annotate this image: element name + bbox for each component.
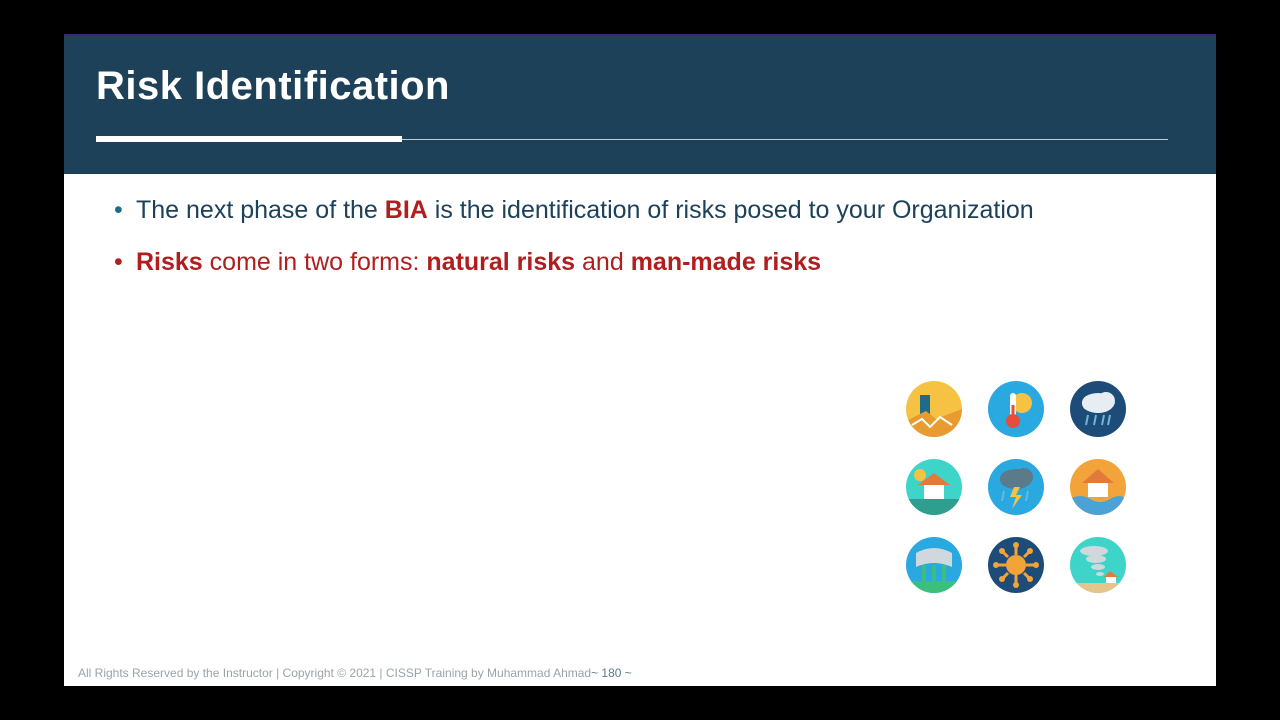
- tornado-icon: [1070, 537, 1126, 593]
- flood-icon: [1070, 459, 1126, 515]
- risk-icon-grid: [906, 381, 1126, 593]
- rain-icon: [1070, 381, 1126, 437]
- house-quake-icon: [906, 459, 962, 515]
- slide-content: The next phase of the BIA is the identif…: [64, 174, 1216, 280]
- bullet-2-t1: come in two forms:: [203, 248, 427, 276]
- bullet-1-bold: BIA: [385, 196, 428, 224]
- bullet-2-w3: man-made risks: [631, 248, 821, 276]
- bullet-1-pre: The next phase of the: [136, 196, 385, 224]
- page-number: ~ 180 ~: [591, 666, 632, 680]
- bullet-2-w1: Risks: [136, 248, 203, 276]
- bullet-1-post: is the identification of risks posed to …: [428, 196, 1034, 224]
- slide-header: Risk Identification: [64, 36, 1216, 174]
- slide: Risk Identification The next phase of th…: [64, 34, 1216, 686]
- dam-icon: [906, 537, 962, 593]
- footer-text: All Rights Reserved by the Instructor | …: [78, 666, 591, 680]
- bullet-item-1: The next phase of the BIA is the identif…: [114, 194, 1166, 228]
- underline-thick: [96, 136, 402, 142]
- virus-icon: [988, 537, 1044, 593]
- slide-footer: All Rights Reserved by the Instructor | …: [78, 666, 632, 680]
- bullet-item-2: Risks come in two forms: natural risks a…: [114, 246, 1166, 280]
- bullet-2-w2: natural risks: [426, 248, 575, 276]
- slide-title: Risk Identification: [96, 64, 1184, 109]
- thermometer-icon: [988, 381, 1044, 437]
- title-underline: [96, 136, 1168, 142]
- bullet-list: The next phase of the BIA is the identif…: [114, 194, 1166, 280]
- storm-icon: [988, 459, 1044, 515]
- bullet-2-t2: and: [575, 248, 631, 276]
- earthquake-icon: [906, 381, 962, 437]
